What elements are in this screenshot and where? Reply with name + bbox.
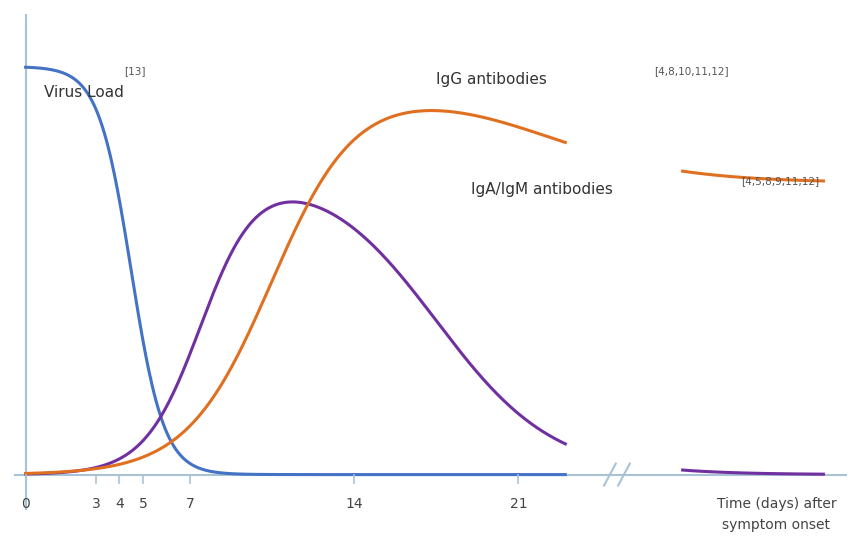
Text: symptom onset: symptom onset xyxy=(722,518,830,532)
Text: Time (days) after: Time (days) after xyxy=(716,496,836,511)
Text: [4,5,8,9,11,12]: [4,5,8,9,11,12] xyxy=(741,176,819,186)
Text: IgG antibodies: IgG antibodies xyxy=(436,72,547,87)
Text: Virus Load: Virus Load xyxy=(44,86,124,100)
Text: IgA/IgM antibodies: IgA/IgM antibodies xyxy=(472,182,613,197)
Text: 14: 14 xyxy=(346,496,363,511)
Text: 5: 5 xyxy=(138,496,148,511)
Text: 7: 7 xyxy=(186,496,194,511)
Text: [4,8,10,11,12]: [4,8,10,11,12] xyxy=(654,66,729,76)
Text: [13]: [13] xyxy=(124,66,146,76)
Text: 0: 0 xyxy=(22,496,30,511)
Text: 3: 3 xyxy=(92,496,100,511)
Text: 4: 4 xyxy=(115,496,124,511)
Text: 21: 21 xyxy=(510,496,527,511)
